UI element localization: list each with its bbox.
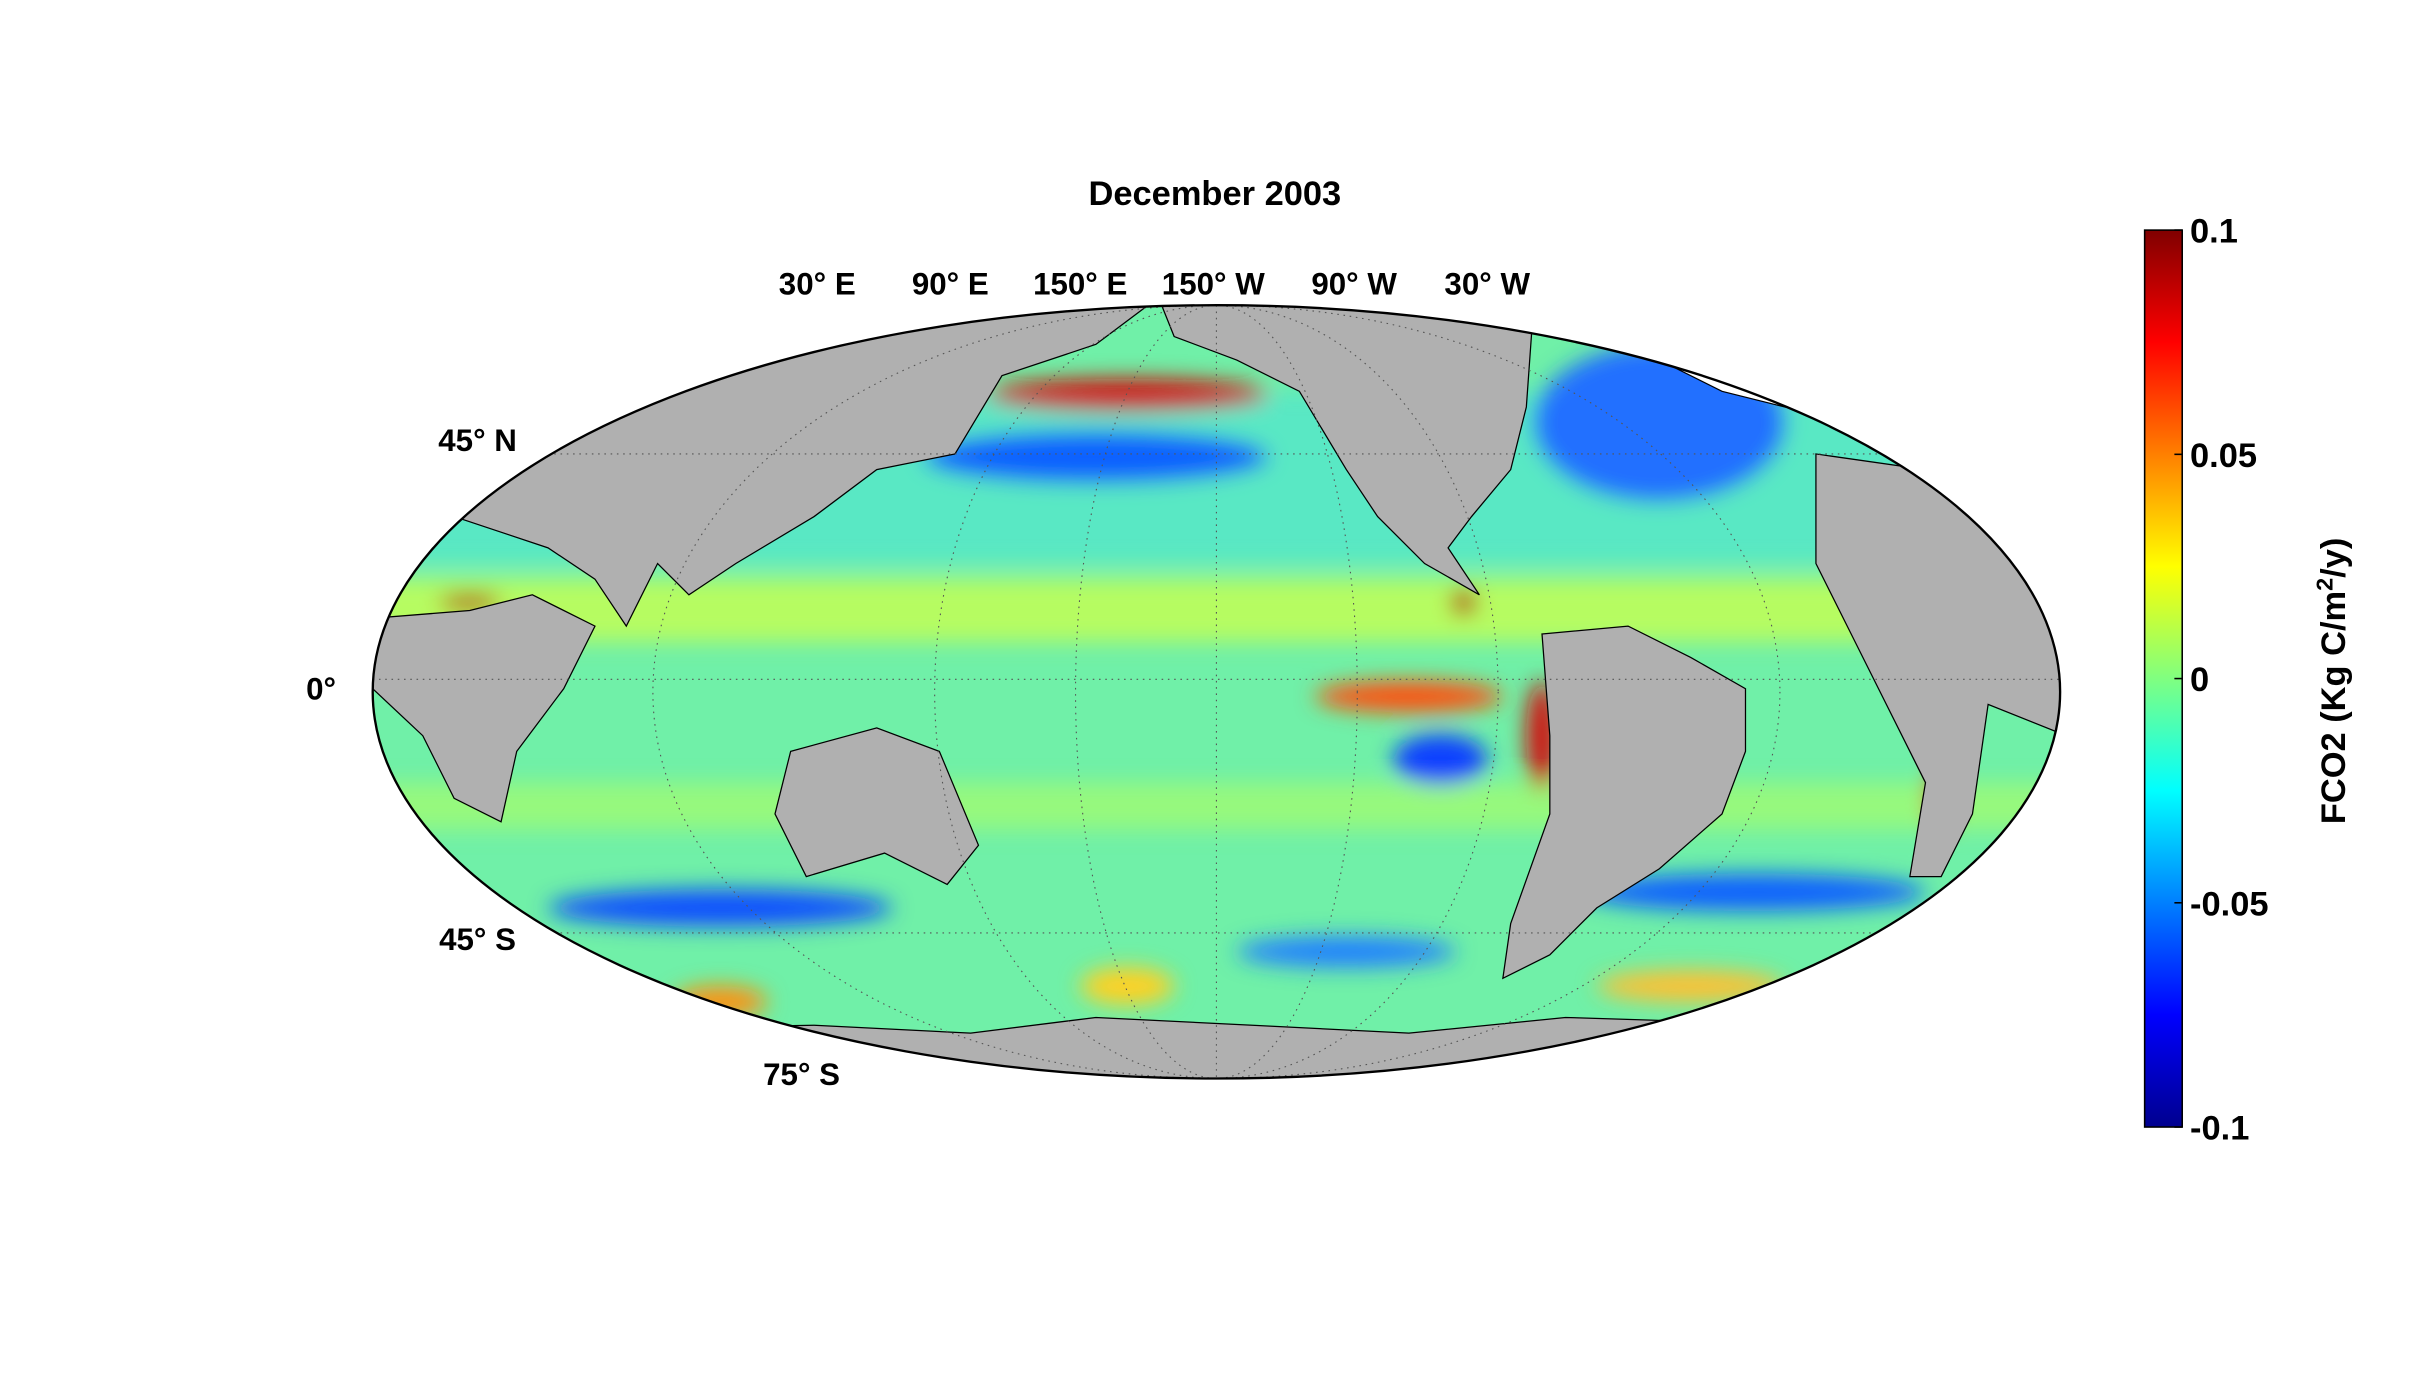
label-superscript: 2 bbox=[2311, 578, 2337, 591]
graticule bbox=[372, 305, 2061, 1079]
colorbar-label: FCO2 (Kg C/m2/y) bbox=[2311, 538, 2353, 825]
label-text: /y) bbox=[2315, 538, 2353, 578]
lon-label: 90° W bbox=[1311, 266, 1397, 301]
lon-label: 150° W bbox=[1162, 266, 1265, 301]
lat-label: 45° N bbox=[438, 423, 517, 458]
lat-label: 75° S bbox=[763, 1057, 840, 1092]
colorbar-tick-label: -0.05 bbox=[2190, 885, 2268, 923]
lon-label: 30° E bbox=[779, 266, 856, 301]
colorbar-tick-label: 0.1 bbox=[2190, 213, 2238, 251]
map-border bbox=[371, 304, 2062, 1080]
label-text: FCO2 (Kg C/m bbox=[2315, 591, 2353, 824]
lon-label: 150° E bbox=[1033, 266, 1127, 301]
map-title: December 2003 bbox=[1089, 175, 1342, 213]
colorbar-tick-label: 0.05 bbox=[2190, 437, 2257, 475]
colorbar-tick-label: -0.1 bbox=[2190, 1110, 2249, 1148]
lat-label: 45° S bbox=[439, 922, 516, 957]
colorbar-tick-label: 0 bbox=[2190, 661, 2209, 699]
lat-label: 0° bbox=[306, 672, 336, 707]
lon-label: 90° E bbox=[912, 266, 989, 301]
lon-label: 30° W bbox=[1444, 266, 1530, 301]
graticule-labels: 30° E 90° E 150° E 150° W 90° W 30° W 45… bbox=[306, 266, 1530, 1091]
map-body bbox=[372, 305, 2061, 1079]
